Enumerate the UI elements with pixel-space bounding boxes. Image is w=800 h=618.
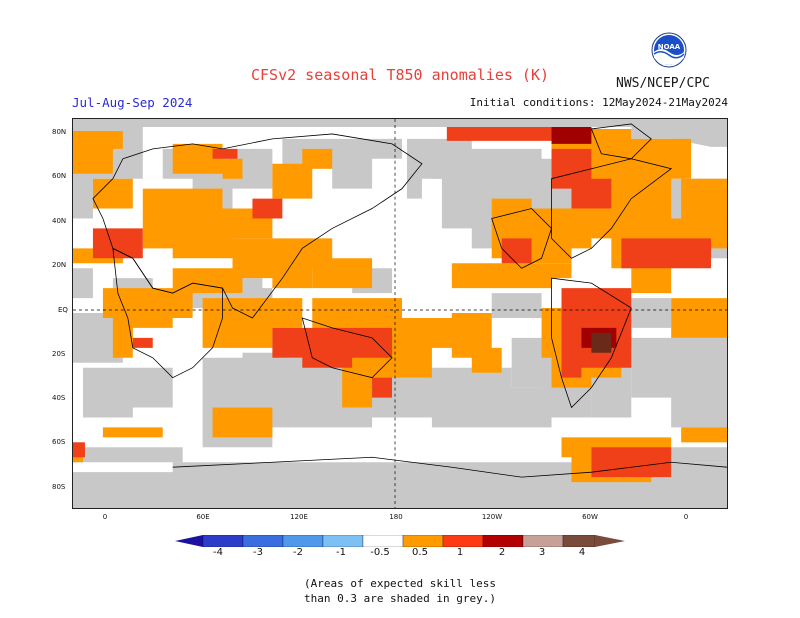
colorbar-label: -1 bbox=[336, 547, 346, 558]
colorbar-arrow-left bbox=[175, 535, 203, 547]
colorbar-label: 2 bbox=[498, 547, 506, 558]
colorbar-arrow-right bbox=[595, 535, 625, 547]
lon-label-0-east: 0 bbox=[683, 513, 689, 521]
org-label: NWS/NCEP/CPC bbox=[616, 76, 710, 91]
lat-label-80n: 80N bbox=[52, 128, 67, 136]
coastlines bbox=[92, 123, 727, 478]
lon-label-120e: 120E bbox=[290, 513, 308, 521]
colorbar-label: -3 bbox=[253, 547, 263, 558]
noaa-logo: NOAA bbox=[651, 32, 687, 68]
skill-note-line1: (Areas of expected skill less bbox=[303, 577, 497, 590]
colorbar-swatch bbox=[402, 535, 444, 547]
colorbar-swatch bbox=[242, 535, 284, 547]
colorbar-swatch bbox=[482, 535, 524, 547]
colorbar-swatch bbox=[522, 535, 564, 547]
colorbar-swatch bbox=[322, 535, 364, 547]
brown-anomaly-areas bbox=[591, 332, 612, 353]
colorbar bbox=[175, 535, 625, 547]
lon-label-180: 180 bbox=[389, 513, 403, 521]
lon-label-0: 0 bbox=[102, 513, 108, 521]
lon-label-60w: 60W bbox=[582, 513, 598, 521]
lat-label-60n: 60N bbox=[52, 172, 67, 180]
red-anomaly-areas bbox=[73, 126, 712, 478]
skill-note-line2: than 0.3 are shaded in grey.) bbox=[303, 592, 497, 605]
lat-label-40n: 40N bbox=[52, 217, 67, 225]
colorbar-label: 0.5 bbox=[412, 547, 428, 558]
colorbar-label: 1 bbox=[456, 547, 464, 558]
anomaly-map bbox=[72, 118, 728, 509]
noaa-logo-text: NOAA bbox=[658, 43, 681, 51]
initial-conditions: Initial conditions: 12May2024-21May2024 bbox=[469, 96, 728, 109]
colorbar-label: -4 bbox=[213, 547, 223, 558]
lat-label-20n: 20N bbox=[52, 261, 67, 269]
map-title: CFSv2 seasonal T850 anomalies (K) bbox=[250, 66, 549, 84]
lat-label-40s: 40S bbox=[52, 394, 66, 402]
lat-label-eq: EQ bbox=[58, 306, 68, 314]
colorbar-swatch bbox=[282, 535, 324, 547]
lat-label-80s: 80S bbox=[52, 483, 66, 491]
colorbar-swatch bbox=[562, 535, 596, 547]
lon-label-60e: 60E bbox=[196, 513, 210, 521]
lon-label-120w: 120W bbox=[481, 513, 503, 521]
lat-label-60s: 60S bbox=[52, 438, 66, 446]
colorbar-swatch bbox=[202, 535, 244, 547]
colorbar-label: 4 bbox=[578, 547, 586, 558]
skill-note: (Areas of expected skill less than 0.3 a… bbox=[0, 576, 800, 606]
colorbar-swatch bbox=[362, 535, 404, 547]
colorbar-swatch bbox=[442, 535, 484, 547]
colorbar-label: -0.5 bbox=[370, 547, 390, 558]
season-label: Jul-Aug-Sep 2024 bbox=[72, 95, 193, 110]
colorbar-label: -2 bbox=[293, 547, 303, 558]
colorbar-label: 3 bbox=[538, 547, 546, 558]
lat-label-20s: 20S bbox=[52, 350, 66, 358]
grey-low-skill-areas bbox=[73, 119, 727, 508]
